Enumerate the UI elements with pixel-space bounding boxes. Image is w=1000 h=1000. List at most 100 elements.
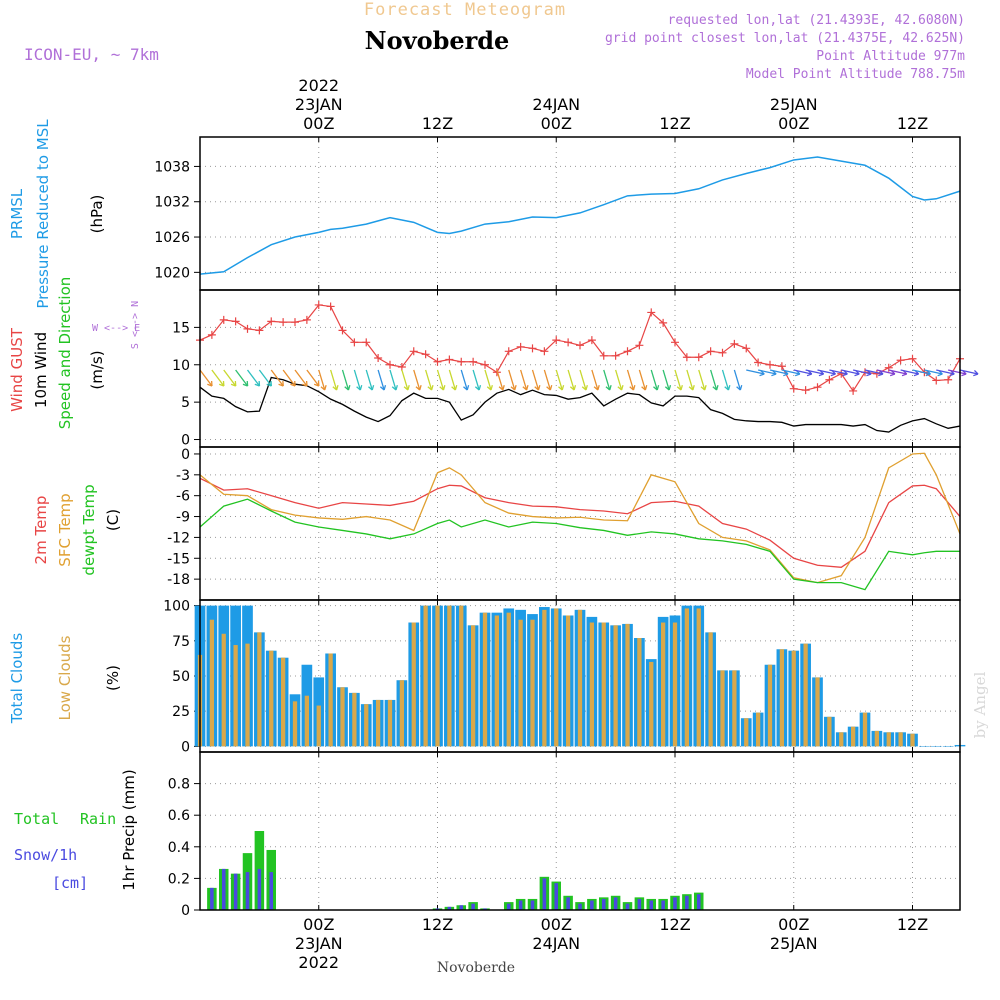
top-time-label: 00Z [778, 114, 809, 133]
wind-arrow [294, 369, 308, 387]
wind-arrow-head [664, 385, 672, 391]
low-clouds-bar [209, 619, 215, 747]
snow-bar [542, 878, 547, 910]
low-clouds-bar [613, 625, 618, 747]
top-time-label: 12Z [422, 114, 453, 133]
low-clouds-bar [684, 608, 690, 747]
wind-arrow-head [230, 380, 237, 387]
y-tick-label: 0 [181, 433, 190, 449]
wind-arrow-head [451, 385, 458, 391]
wind-arrow-head [463, 385, 470, 391]
low-clouds-bar [506, 612, 511, 747]
low-clouds-bar [233, 645, 238, 747]
sfc-temp-line [199, 452, 961, 584]
gust-marker [789, 384, 798, 393]
gust-marker [754, 358, 763, 367]
gust-marker [314, 300, 323, 309]
pressure-label-prmsl: PRMSL [8, 188, 26, 239]
wind-arrow [282, 369, 296, 387]
gust-marker [445, 355, 454, 364]
gust-marker [207, 330, 216, 339]
low-clouds-bar [482, 612, 488, 747]
wind-arrow [615, 369, 623, 391]
bottom-time-label: 12Z [659, 915, 690, 934]
snow-bar [637, 898, 642, 910]
wind-arrow-head [593, 385, 600, 391]
low-clouds-bar [304, 695, 310, 747]
wind-arrow-head [581, 385, 588, 391]
gust-marker [587, 336, 596, 345]
wind-arrow-head [558, 385, 565, 391]
total-clouds-bar [919, 746, 930, 747]
wind-arrow-head [266, 380, 273, 387]
wind-arrow [472, 369, 480, 391]
snow-bar [269, 872, 274, 910]
wind-arrow [591, 369, 599, 391]
low-clouds-bar [423, 605, 428, 747]
wind-arrow-head [218, 380, 225, 387]
low-clouds-bar [910, 733, 915, 747]
snow-bar [661, 900, 665, 910]
low-clouds-bar [660, 622, 666, 747]
y-tick-label: 1020 [154, 265, 190, 281]
low-clouds-bar [625, 623, 630, 747]
gust-marker [944, 375, 953, 384]
snow-bar [210, 887, 214, 910]
wind-arrow [318, 369, 326, 391]
gust-marker [564, 338, 573, 347]
gust-marker [528, 344, 537, 353]
wind-arrow [757, 369, 777, 375]
low-clouds-bar [340, 687, 345, 747]
location-title: Novoberde [365, 26, 510, 55]
snow-bar [649, 900, 654, 910]
low-clouds-bar [696, 608, 701, 747]
low-clouds-bar [459, 605, 464, 747]
temp-label-dewpt: dewpt Temp [80, 484, 98, 575]
wind-arrow-head [415, 385, 422, 391]
wind-arrow [864, 369, 884, 375]
bottom-time-label: 25JAN [770, 934, 818, 953]
gust-marker [671, 338, 679, 347]
low-clouds-bar [470, 625, 476, 747]
low-clouds-bar [767, 664, 773, 747]
low-clouds-bar [637, 638, 642, 747]
wind-arrow [841, 369, 860, 375]
low-clouds-bar [874, 730, 880, 747]
low-clouds-bar [565, 615, 571, 747]
gust-marker [457, 357, 466, 366]
gust-marker [279, 318, 288, 327]
wind-arrow [199, 369, 213, 387]
wind-arrow-head [439, 385, 446, 391]
pressure-line [199, 156, 961, 275]
wind-arrow [603, 369, 611, 391]
wind-arrow [852, 369, 872, 375]
snow-bar [233, 873, 238, 910]
precip-label-snow: Snow/1h [14, 846, 77, 864]
y-tick-label: -9 [176, 510, 190, 526]
gust-marker [777, 362, 786, 371]
wind-arrow [936, 369, 955, 375]
gust-marker [694, 353, 703, 362]
low-clouds-bar [494, 615, 500, 747]
wind-arrow [436, 369, 445, 391]
wind-arrow-head [724, 385, 731, 391]
gust-marker [706, 347, 715, 356]
temp-label-2m: 2m Temp [32, 496, 50, 565]
y-tick-label: 1032 [154, 195, 190, 211]
clouds-unit: (%) [104, 665, 122, 691]
wind-arrow [365, 369, 373, 391]
precip-frame [199, 751, 961, 911]
low-clouds-bar [886, 732, 891, 747]
low-clouds-bar [399, 680, 405, 747]
gust-marker [374, 354, 383, 363]
wind-arrow [817, 369, 836, 375]
low-clouds-bar [720, 670, 725, 747]
wind-arrow-head [278, 380, 284, 387]
wind-arrow [448, 369, 456, 391]
gust-marker [623, 347, 632, 356]
wind-arrow-head [379, 385, 387, 391]
gust-marker [718, 348, 727, 357]
gust-marker [231, 317, 240, 326]
temp-unit: (C) [104, 509, 122, 531]
low-clouds-bar [862, 712, 868, 747]
